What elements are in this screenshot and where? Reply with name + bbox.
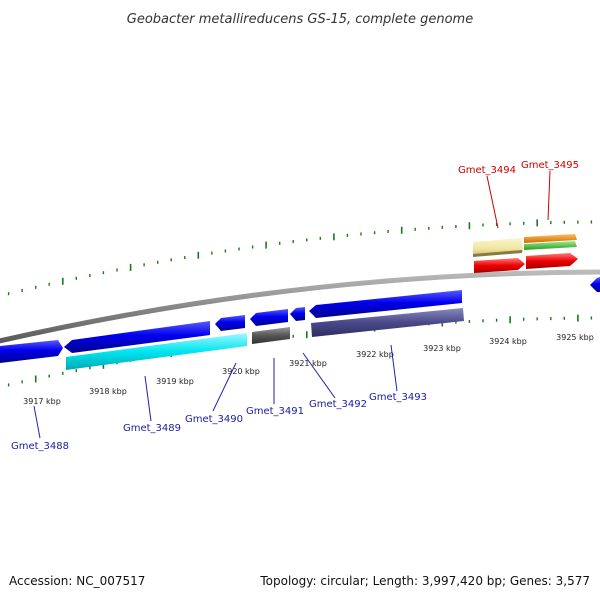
scale-label: 3917 kbp — [23, 397, 61, 406]
gene-label-gmet-3494[interactable]: Gmet_3494 — [458, 165, 516, 176]
gene-label-gmet-3488[interactable]: Gmet_3488 — [11, 441, 69, 452]
gene-feature-gmet-3493-arrow[interactable] — [309, 290, 462, 318]
gene-label-gmet-3489[interactable]: Gmet_3489 — [123, 423, 181, 434]
gene-feature-gmet-3495-red[interactable] — [526, 253, 578, 269]
gene-feature-gmet-3493[interactable] — [311, 308, 464, 337]
scale-labels: 3917 kbp 3918 kbp 3919 kbp 3920 kbp 3921… — [23, 333, 594, 406]
gene-feature-gmet-3492[interactable] — [290, 307, 305, 321]
upper-callout-lines — [486, 170, 551, 229]
gene-feature-gmet-3489-arrow[interactable] — [64, 321, 210, 353]
gene-feature-gmet-3490[interactable] — [215, 315, 245, 331]
scale-label: 3918 kbp — [89, 387, 127, 396]
gene-feature-edge[interactable] — [590, 277, 600, 292]
gene-feature-gmet-3494-shadow — [473, 250, 522, 257]
lower-gene-features — [0, 277, 600, 370]
gene-label-gmet-3495[interactable]: Gmet_3495 — [521, 160, 579, 171]
gene-feature-gmet-3494-red[interactable] — [474, 258, 525, 273]
scale-label: 3921 kbp — [289, 359, 327, 368]
gene-feature-gmet-3495-orange[interactable] — [524, 234, 577, 243]
gene-feature-gmet-3495-green[interactable] — [524, 241, 577, 250]
upper-scale-ticks — [7, 219, 593, 296]
gene-feature-gmet-3491[interactable] — [252, 327, 290, 344]
scale-label: 3920 kbp — [222, 367, 260, 376]
lower-gene-labels: Gmet_3488 Gmet_3489 Gmet_3490 Gmet_3491 … — [11, 392, 427, 452]
gene-feature-gmet-3491-arrow[interactable] — [250, 309, 288, 326]
gene-feature-gmet-3489[interactable] — [66, 333, 247, 370]
gene-label-gmet-3493[interactable]: Gmet_3493 — [369, 392, 427, 403]
upper-gene-labels: Gmet_3494 Gmet_3495 — [458, 160, 579, 176]
gene-label-gmet-3490[interactable]: Gmet_3490 — [185, 414, 243, 425]
gene-feature-gmet-3488[interactable] — [0, 340, 63, 363]
scale-label: 3924 kbp — [489, 337, 527, 346]
gene-label-gmet-3492[interactable]: Gmet_3492 — [309, 399, 367, 410]
scale-label: 3923 kbp — [423, 344, 461, 353]
accession-label: Accession: NC_007517 — [9, 574, 146, 588]
topology-summary: Topology: circular; Length: 3,997,420 bp… — [260, 574, 590, 588]
scale-label: 3922 kbp — [356, 350, 394, 359]
lower-scale-ticks — [7, 314, 593, 387]
lower-callout-lines — [33, 344, 398, 439]
upper-gene-features — [473, 234, 578, 273]
gene-label-gmet-3491[interactable]: Gmet_3491 — [246, 406, 304, 417]
scale-label: 3925 kbp — [556, 333, 594, 342]
genome-backbone — [0, 269, 600, 344]
scale-label: 3919 kbp — [156, 377, 194, 386]
map-title: Geobacter metallireducens GS-15, complet… — [127, 12, 473, 27]
